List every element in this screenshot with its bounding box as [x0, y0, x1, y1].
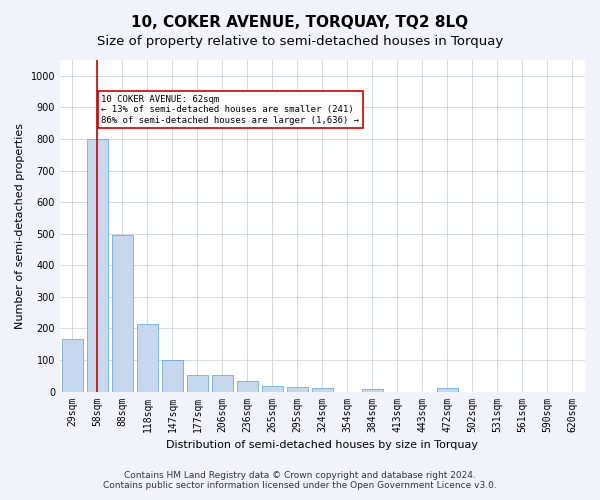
Bar	[112, 234, 133, 392]
Bar	[437, 388, 458, 392]
Bar	[187, 375, 208, 392]
Bar	[212, 375, 233, 392]
Bar	[162, 360, 183, 392]
Bar	[137, 324, 158, 392]
Text: 10, COKER AVENUE, TORQUAY, TQ2 8LQ: 10, COKER AVENUE, TORQUAY, TQ2 8LQ	[131, 15, 469, 30]
Bar	[262, 386, 283, 392]
Bar	[312, 388, 333, 392]
Bar	[87, 139, 108, 392]
Text: Contains HM Land Registry data © Crown copyright and database right 2024.
Contai: Contains HM Land Registry data © Crown c…	[103, 470, 497, 490]
X-axis label: Distribution of semi-detached houses by size in Torquay: Distribution of semi-detached houses by …	[166, 440, 478, 450]
Bar	[237, 380, 258, 392]
Bar	[62, 340, 83, 392]
Text: 10 COKER AVENUE: 62sqm
← 13% of semi-detached houses are smaller (241)
86% of se: 10 COKER AVENUE: 62sqm ← 13% of semi-det…	[101, 94, 359, 124]
Y-axis label: Number of semi-detached properties: Number of semi-detached properties	[15, 123, 25, 329]
Bar	[287, 388, 308, 392]
Bar	[362, 389, 383, 392]
Text: Size of property relative to semi-detached houses in Torquay: Size of property relative to semi-detach…	[97, 35, 503, 48]
